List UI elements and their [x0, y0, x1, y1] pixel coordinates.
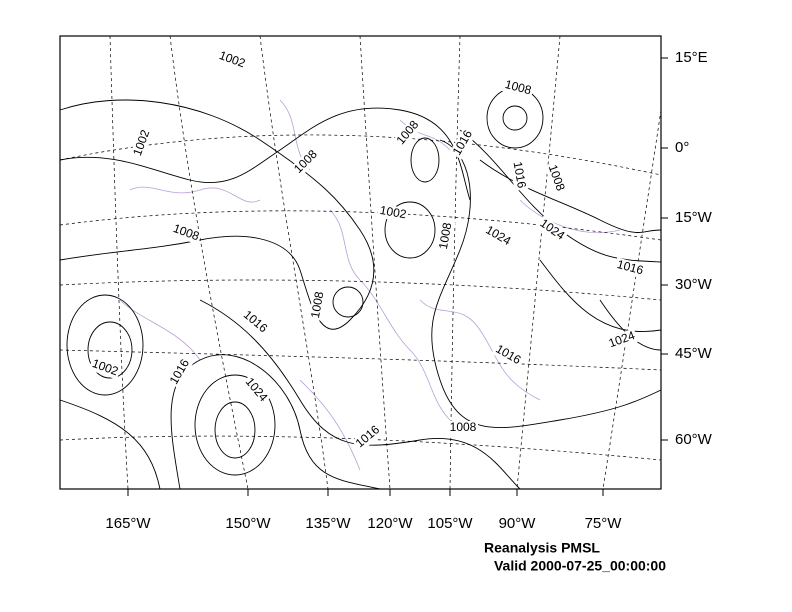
contour-label-bg [352, 421, 384, 453]
lat-label: 60°W [675, 431, 713, 448]
contour-label-bg [481, 222, 515, 250]
lon-label: 120°W [367, 515, 413, 532]
contour-label: 1016 [616, 257, 646, 278]
contour-label-bg [392, 117, 424, 149]
coastlines [119, 99, 621, 471]
lon-label: 165°W [105, 515, 151, 532]
contour-label-bg [169, 221, 203, 245]
lat-label: 15°W [675, 209, 713, 226]
contour-label-bg [290, 146, 322, 178]
lon-label: 105°W [427, 515, 473, 532]
lon-label: 135°W [305, 515, 351, 532]
contour-label: 1008 [308, 290, 326, 319]
lat-label: 45°W [675, 345, 713, 362]
contours [59, 87, 662, 490]
contour-label-bg [436, 220, 456, 252]
contour-label-bg [308, 289, 328, 321]
contour-label-bg [613, 257, 647, 279]
contour-label-bg [215, 48, 249, 72]
contour-label-bg [605, 328, 639, 352]
contour-label: 1008 [450, 420, 477, 434]
graticule [59, 35, 662, 490]
contour-label: 1016 [511, 160, 529, 189]
contour-label-bg [130, 126, 154, 160]
contour-label-bg [491, 341, 525, 369]
contour-label-bg [509, 159, 529, 191]
contour-label-bg [544, 161, 568, 195]
contour-label: 1002 [379, 203, 408, 221]
contour-label: 1008 [504, 77, 534, 98]
contour-label-bg [88, 356, 122, 380]
lat-label: 15°E [675, 49, 708, 66]
contour-label: 1008 [436, 221, 454, 250]
contour-label-bg [448, 421, 478, 435]
contour-label-bg [449, 126, 477, 160]
contour-label-bg [501, 77, 535, 99]
valid-time: Valid 2000-07-25_00:00:00 [494, 558, 666, 574]
contour-label-bg [166, 355, 194, 389]
contour-label-bg [240, 374, 272, 406]
contour-label-bg [377, 203, 409, 223]
lon-label: 90°W [499, 515, 537, 532]
lon-label: 150°W [225, 515, 271, 532]
map-frame [59, 35, 662, 490]
lon-label: 75°W [585, 515, 623, 532]
lat-label: 0° [675, 139, 689, 156]
lat-label: 30°W [675, 276, 713, 293]
plot-title: Reanalysis PMSL [484, 540, 600, 556]
contour-label-bg [535, 215, 569, 245]
contour-label-bg [239, 306, 271, 338]
